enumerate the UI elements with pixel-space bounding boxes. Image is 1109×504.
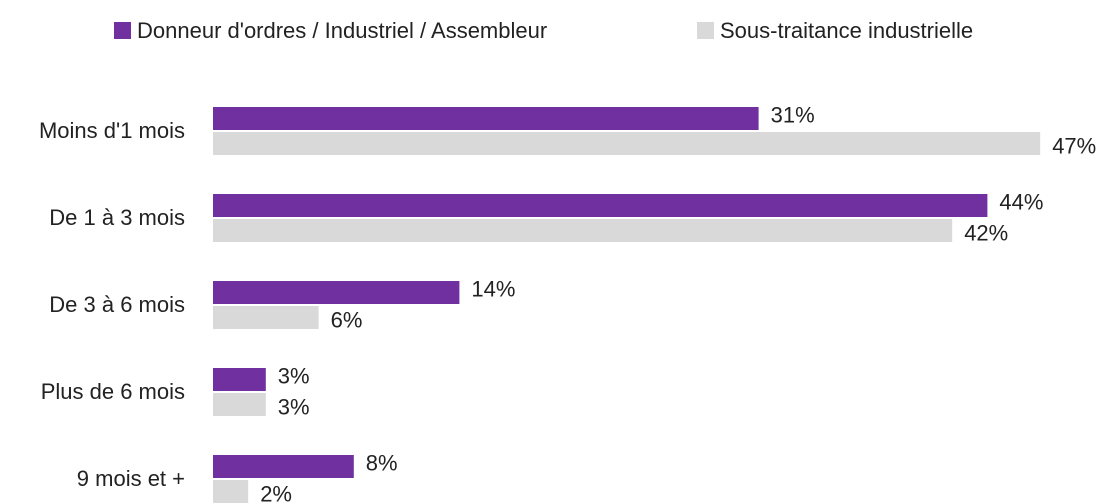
value-label: 14% [471,276,515,301]
bar [213,194,988,217]
bar [213,480,249,503]
category-label: De 1 à 3 mois [49,205,185,230]
legend-swatch [114,22,131,39]
bar [213,306,319,329]
category-label: 9 mois et + [77,466,185,491]
legend-label: Sous-traitance industrielle [720,18,973,43]
bar [213,393,266,416]
legend-label: Donneur d'ordres / Industriel / Assemble… [137,18,547,43]
value-label: 8% [366,450,398,475]
category-label: De 3 à 6 mois [49,292,185,317]
value-label: 2% [260,481,292,504]
value-label: 6% [331,307,363,332]
bar [213,107,759,130]
bar [213,132,1041,155]
category-label: Moins d'1 mois [39,118,185,143]
value-label: 44% [999,189,1043,214]
value-label: 42% [964,220,1008,245]
value-label: 47% [1052,133,1096,158]
bar [213,368,266,391]
value-label: 3% [278,394,310,419]
value-label: 3% [278,363,310,388]
bar [213,281,460,304]
category-label: Plus de 6 mois [41,379,185,404]
bar [213,455,354,478]
legend-swatch [697,22,714,39]
value-label: 31% [771,102,815,127]
bar [213,219,953,242]
